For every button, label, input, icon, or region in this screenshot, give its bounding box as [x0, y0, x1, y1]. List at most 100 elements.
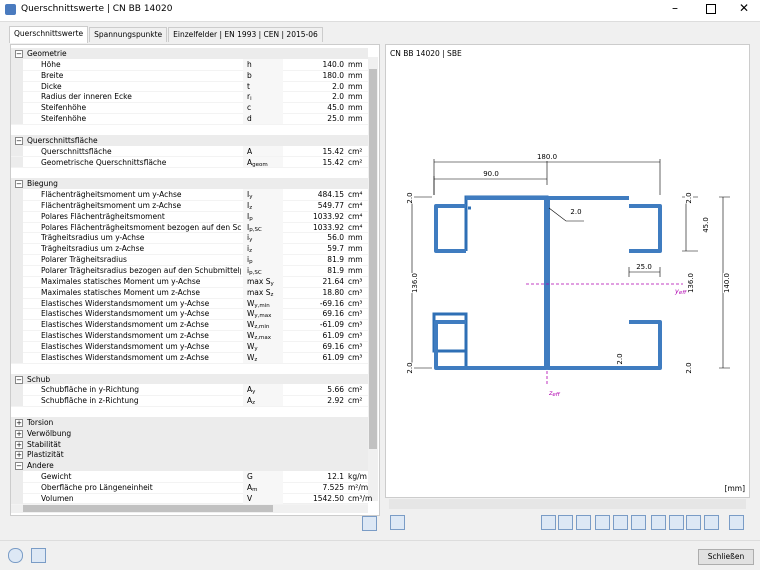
- expander[interactable]: −: [15, 462, 23, 471]
- expander[interactable]: −: [15, 136, 23, 145]
- symbol: Ip: [247, 212, 253, 222]
- property-name: Polarer Trägheitsradius: [41, 255, 127, 265]
- symbol-sub: p: [249, 215, 253, 222]
- indent: [11, 265, 23, 276]
- help[interactable]: [8, 548, 23, 563]
- expander[interactable]: +: [15, 451, 23, 460]
- col: [243, 297, 283, 309]
- v-scrollbar[interactable]: [368, 57, 378, 501]
- property-unit: cm³: [348, 341, 363, 351]
- symbol-sub: y,min: [254, 302, 270, 309]
- property-value: 140.0: [322, 59, 344, 69]
- tab[interactable]: Einzelfelder | EN 1993 | CEN | 2015-06: [168, 27, 323, 42]
- expander[interactable]: −: [15, 50, 23, 58]
- property-row: Flächenträgheitsmoment um y-Achse Iy 484.1…: [11, 189, 368, 201]
- group-row: − Biegung: [11, 178, 368, 190]
- h-scrollbar[interactable]: [11, 503, 368, 513]
- close[interactable]: ✕: [739, 1, 750, 15]
- property-name: Polares Flächenträgheitsmoment bezogen a…: [41, 222, 241, 232]
- property-value: 56.0: [327, 233, 344, 243]
- separator: [0, 540, 760, 541]
- tool-button[interactable]: [595, 515, 610, 530]
- property-name: Dicke: [41, 81, 62, 91]
- indent: [11, 189, 23, 200]
- property-value: 69.16: [322, 309, 344, 319]
- symbol: Am: [247, 483, 258, 493]
- col: [243, 210, 283, 222]
- indent: [11, 156, 23, 168]
- table-options[interactable]: [362, 516, 377, 531]
- section-drawing: [409, 159, 730, 385]
- indent: [11, 243, 23, 255]
- minimize[interactable]: –: [672, 1, 678, 15]
- property-value: 2.0: [332, 92, 344, 102]
- expander[interactable]: +: [15, 440, 23, 449]
- property-value: -61.09: [319, 320, 344, 330]
- tool[interactable]: [390, 515, 405, 530]
- symbol-sub: z: [270, 291, 274, 298]
- property-unit: mm: [348, 70, 363, 80]
- symbol: Wz,min: [247, 320, 269, 330]
- maximize[interactable]: [706, 4, 716, 14]
- symbol-main: A: [247, 146, 253, 156]
- units[interactable]: [31, 548, 46, 563]
- tool-button[interactable]: [541, 515, 556, 530]
- dimension-lines: [409, 159, 730, 369]
- property-name: Steifenhöhe: [41, 114, 87, 124]
- symbol: G: [247, 472, 253, 481]
- tool-button[interactable]: [576, 515, 591, 530]
- indent: [11, 232, 23, 244]
- tool-button[interactable]: [613, 515, 628, 530]
- expander[interactable]: −: [15, 180, 23, 189]
- col: [243, 189, 283, 200]
- expander[interactable]: −: [15, 375, 23, 384]
- expander[interactable]: +: [15, 429, 23, 438]
- property-value: 25.0: [327, 114, 344, 124]
- tool-button[interactable]: [651, 515, 666, 530]
- symbol: Ageom: [247, 158, 268, 168]
- symbol-main: I: [247, 211, 250, 221]
- group-title: Biegung: [27, 179, 58, 189]
- col: [243, 384, 283, 396]
- tool-button[interactable]: [558, 515, 573, 530]
- tab[interactable]: Spannungspunkte: [89, 27, 168, 42]
- property-unit: cm³: [348, 352, 363, 362]
- group-title: Geometrie: [27, 49, 67, 58]
- indent: [11, 69, 23, 81]
- property-name: Querschnittsfläche: [41, 146, 112, 156]
- property-name: Trägheitsradius um y-Achse: [41, 233, 145, 243]
- symbol: c: [247, 103, 251, 112]
- tool-button[interactable]: [704, 515, 719, 530]
- tool-button[interactable]: [686, 515, 701, 530]
- tool-button[interactable]: [669, 515, 684, 530]
- symbol-sub: p: [249, 259, 253, 266]
- tab[interactable]: Querschnittswerte: [9, 26, 89, 43]
- close-button[interactable]: Schließen: [698, 549, 754, 565]
- dimension-label: 25.0: [636, 263, 652, 271]
- tool-button[interactable]: [729, 515, 744, 530]
- dimension-label: 136.0: [411, 272, 419, 294]
- property-unit: cm³: [348, 298, 363, 308]
- symbol: t: [247, 82, 250, 91]
- group-row: − Andere: [11, 460, 368, 472]
- symbol: iz: [247, 244, 252, 254]
- symbol-main: z: [549, 389, 553, 397]
- symbol-main: t: [247, 81, 250, 91]
- symbol-main: i: [247, 233, 250, 243]
- symbol-main: W: [247, 298, 255, 308]
- col: [243, 156, 283, 168]
- indent: [11, 482, 23, 493]
- property-name: Oberfläche pro Längeneinheit: [41, 483, 153, 492]
- symbol-sub: y: [254, 345, 258, 352]
- symbol-main: V: [247, 493, 253, 503]
- property-name: Volumen: [41, 493, 74, 503]
- symbol-main: W: [247, 309, 255, 319]
- expander[interactable]: +: [15, 418, 23, 427]
- symbol-main: A: [247, 396, 253, 406]
- drawing-combo[interactable]: [389, 499, 746, 509]
- property-unit: mm: [348, 255, 363, 265]
- tool-button[interactable]: [631, 515, 646, 530]
- col: [243, 113, 283, 124]
- indent: [11, 275, 23, 287]
- symbol-sub: z,max: [254, 335, 272, 342]
